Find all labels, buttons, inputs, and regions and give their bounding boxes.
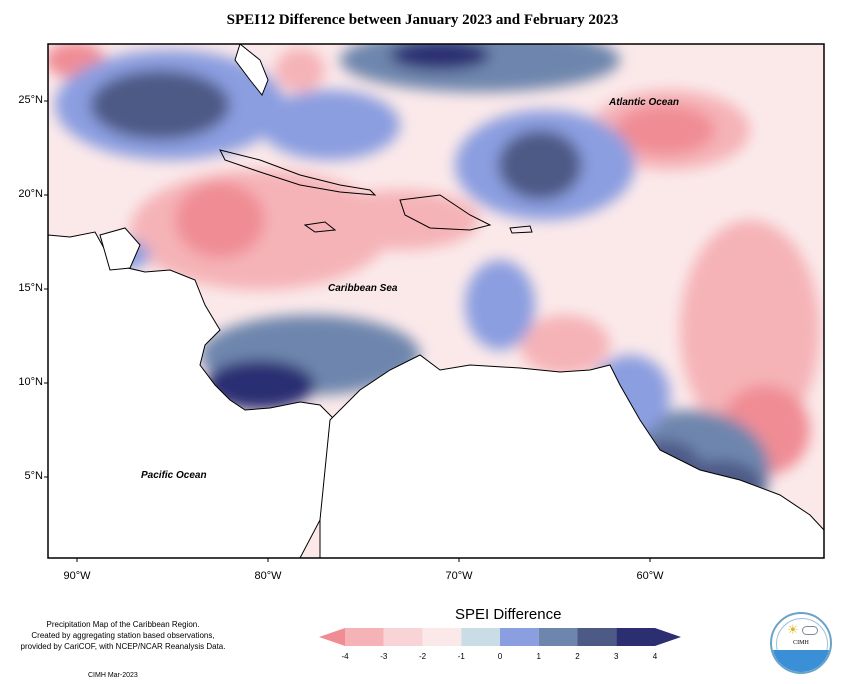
legend-tick-label: -2 (418, 652, 427, 661)
cimh-logo: ☀ CIMH (770, 612, 832, 674)
legend-tick-label: 4 (652, 652, 658, 661)
map-frame (47, 43, 825, 559)
south-america-land (319, 354, 824, 558)
legend-tick-label: 2 (575, 652, 580, 661)
source-note-line-3: provided by CariCOF, with NCEP/NCAR Rean… (20, 642, 226, 651)
legend-swatch (577, 628, 617, 646)
puerto-rico-outline (509, 225, 533, 234)
lon-label-60w: 60°W (636, 570, 664, 582)
credit-text: CIMH Mar-2023 (88, 672, 138, 679)
legend-swatch (461, 628, 500, 646)
caribbean-sea-label: Caribbean Sea (328, 283, 398, 294)
legend-colorbar (319, 628, 681, 646)
lat-label-20n: 20°N (18, 188, 43, 200)
lon-label-70w: 70°W (445, 570, 473, 582)
legend-swatch (616, 628, 655, 646)
legend-swatch (422, 628, 462, 646)
source-note-line-2: Created by aggregating station based obs… (31, 631, 215, 640)
florida-land (234, 44, 269, 96)
legend-arrow-left (319, 628, 345, 646)
legend-tick-label: 3 (614, 652, 619, 661)
cuba-outline (219, 149, 377, 196)
source-note-line-1: Precipitation Map of the Caribbean Regio… (46, 620, 200, 629)
legend-tick-label: -1 (457, 652, 465, 661)
legend-tick-label: -3 (380, 652, 388, 661)
lat-label-25n: 25°N (18, 94, 43, 106)
jamaica-outline (303, 221, 337, 233)
water-icon (772, 650, 830, 672)
legend-arrow-right (655, 628, 681, 646)
source-note: Precipitation Map of the Caribbean Regio… (8, 619, 238, 652)
lat-label-5n: 5°N (24, 470, 43, 482)
lat-label-10n: 10°N (18, 376, 43, 388)
sun-icon: ☀ (787, 622, 799, 637)
lon-label-80w: 80°W (254, 570, 282, 582)
logo-text: CIMH (793, 640, 809, 646)
hispaniola-outline (399, 194, 492, 231)
map-title: SPEI12 Difference between January 2023 a… (226, 12, 619, 28)
legend-title: SPEI Difference (455, 606, 562, 623)
legend-swatch (345, 628, 384, 646)
cloud-icon (802, 626, 818, 635)
lon-label-90w: 90°W (63, 570, 91, 582)
legend-swatch (383, 628, 423, 646)
yucatan-outline (99, 227, 141, 271)
atlantic-ocean-label: Atlantic Ocean (609, 97, 680, 108)
legend-tick-label: -4 (341, 652, 349, 661)
pacific-ocean-label: Pacific Ocean (141, 470, 207, 481)
legend-swatch (500, 628, 539, 646)
legend-swatch (538, 628, 578, 646)
lat-label-15n: 15°N (18, 282, 43, 294)
legend-tick-label: 1 (536, 652, 541, 661)
legend-tick-label: 0 (497, 652, 503, 661)
